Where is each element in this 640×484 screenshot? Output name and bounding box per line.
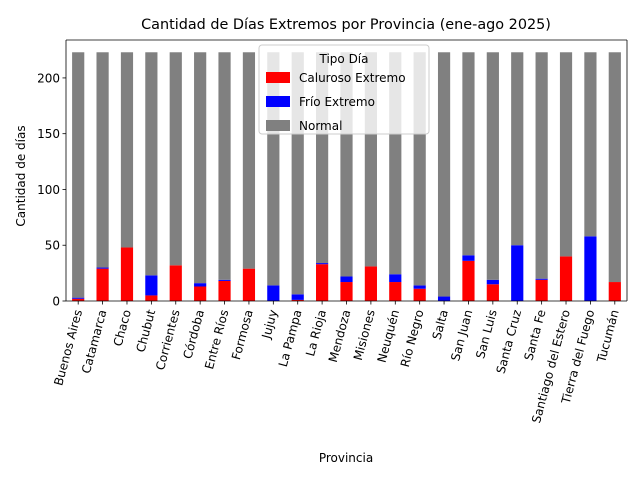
bar-caluroso-extremo-rio-negro <box>413 288 426 301</box>
x-tick-label-formosa: Formosa <box>229 308 256 361</box>
bar-frio-extremo-cordoba <box>194 283 207 287</box>
bar-frio-extremo-jujuy <box>267 285 280 301</box>
x-tick-label-jujuy: Jujuy <box>259 308 280 341</box>
x-tick-label-chubut: Chubut <box>133 308 158 354</box>
x-tick-label-corrientes: Corrientes <box>153 308 183 372</box>
bar-frio-extremo-catamarca <box>96 267 109 269</box>
bar-caluroso-extremo-entre-rios <box>218 280 231 301</box>
y-tick-label: 200 <box>37 71 60 85</box>
y-tick-label: 0 <box>52 295 60 309</box>
bar-frio-extremo-santa-fe <box>535 278 548 280</box>
x-tick-label-catamarca: Catamarca <box>79 308 109 375</box>
x-tick-label-san-juan: San Juan <box>448 308 475 362</box>
bar-normal-entre-rios <box>218 52 231 280</box>
bar-frio-extremo-buenos-aires <box>72 297 85 299</box>
x-tick-label-la-rioja: La Rioja <box>303 308 329 358</box>
bar-frio-extremo-neuquen <box>389 274 402 283</box>
legend-label-normal: Normal <box>299 119 342 133</box>
x-tick-label-buenos-aires: Buenos Aires <box>51 308 85 387</box>
bar-caluroso-extremo-san-juan <box>462 260 475 301</box>
x-tick-label-santa-fe: Santa Fe <box>522 308 549 362</box>
x-tick-label-santa-cruz: Santa Cruz <box>494 308 525 375</box>
legend-label-frio-extremo: Frío Extremo <box>299 95 375 109</box>
bar-normal-cordoba <box>194 52 207 284</box>
x-tick-label-cordoba: Córdoba <box>180 308 207 360</box>
bar-normal-chubut <box>145 52 158 276</box>
chart-title: Cantidad de Días Extremos por Provincia … <box>141 17 551 33</box>
legend-swatch-frio-extremo <box>266 96 290 107</box>
bar-normal-formosa <box>242 52 256 269</box>
bar-normal-tucuman <box>608 52 621 283</box>
y-tick-label: 50 <box>45 239 60 253</box>
bar-normal-santa-cruz <box>511 52 524 246</box>
bar-caluroso-extremo-la-rioja <box>316 264 329 301</box>
bar-caluroso-extremo-san-luis <box>486 284 499 301</box>
bar-caluroso-extremo-neuquen <box>389 282 402 301</box>
bar-caluroso-extremo-formosa <box>242 268 256 301</box>
bar-caluroso-extremo-cordoba <box>194 286 207 301</box>
y-axis-label: Cantidad de días <box>14 125 28 226</box>
bar-caluroso-extremo-santiago-del-estero <box>559 256 573 301</box>
bar-normal-salta <box>437 52 451 297</box>
bar-frio-extremo-san-luis <box>486 279 499 285</box>
legend-swatch-normal <box>266 120 290 131</box>
x-tick-label-la-pampa: La Pampa <box>276 308 305 368</box>
x-tick-label-mendoza: Mendoza <box>326 308 353 364</box>
bar-frio-extremo-entre-rios <box>218 279 231 281</box>
bar-frio-extremo-rio-negro <box>413 285 426 289</box>
x-tick-label-entre-rios: Entre Ríos <box>202 308 231 371</box>
x-tick-label-san-luis: San Luis <box>473 308 499 360</box>
bar-frio-extremo-mendoza <box>340 276 353 283</box>
legend-swatch-caluroso-extremo <box>266 72 290 83</box>
bar-frio-extremo-santa-cruz <box>511 245 524 301</box>
bar-normal-santa-fe <box>535 52 548 279</box>
x-tick-label-misiones: Misiones <box>351 308 378 362</box>
bar-caluroso-extremo-chaco <box>120 247 134 301</box>
x-tick-label-salta: Salta <box>430 308 451 341</box>
bar-normal-san-juan <box>462 52 475 256</box>
legend-title: Tipo Día <box>319 52 369 66</box>
bar-normal-tierra-del-fuego <box>584 52 597 237</box>
legend-box <box>258 44 430 135</box>
bar-caluroso-extremo-mendoza <box>340 282 353 301</box>
x-tick-label-neuquen: Neuquén <box>375 308 403 364</box>
bar-caluroso-extremo-la-pampa <box>291 299 304 301</box>
x-tick-label-tucuman: Tucumán <box>594 308 622 365</box>
bar-caluroso-extremo-corrientes <box>169 265 182 301</box>
bar-normal-chaco <box>120 52 134 248</box>
bar-frio-extremo-san-juan <box>462 255 475 261</box>
legend: Tipo Día Caluroso Extremo Frío Extremo Norm… <box>258 44 430 135</box>
bar-normal-santiago-del-estero <box>559 52 573 257</box>
x-tick-label-chaco: Chaco <box>111 308 134 348</box>
x-tick-label-rio-negro: Río Negro <box>398 308 427 368</box>
bar-normal-buenos-aires <box>72 52 85 298</box>
bar-caluroso-extremo-chubut <box>145 295 158 301</box>
bar-caluroso-extremo-santa-fe <box>535 279 548 301</box>
bar-caluroso-extremo-catamarca <box>96 268 109 301</box>
bar-normal-corrientes <box>169 52 182 266</box>
bar-frio-extremo-chubut <box>145 275 158 296</box>
bar-frio-extremo-la-rioja <box>316 263 329 265</box>
x-axis-label: Provincia <box>319 451 373 465</box>
bar-normal-san-luis <box>486 52 499 280</box>
bar-caluroso-extremo-misiones <box>364 266 377 301</box>
legend-label-caluroso-extremo: Caluroso Extremo <box>299 71 406 85</box>
bar-normal-catamarca <box>96 52 109 268</box>
y-tick-label: 100 <box>37 183 60 197</box>
bar-frio-extremo-salta <box>437 296 451 301</box>
bar-frio-extremo-la-pampa <box>291 294 304 300</box>
y-tick-label: 150 <box>37 127 60 141</box>
bar-caluroso-extremo-buenos-aires <box>72 298 85 301</box>
bar-caluroso-extremo-tucuman <box>608 282 621 301</box>
bar-frio-extremo-tierra-del-fuego <box>584 236 597 301</box>
